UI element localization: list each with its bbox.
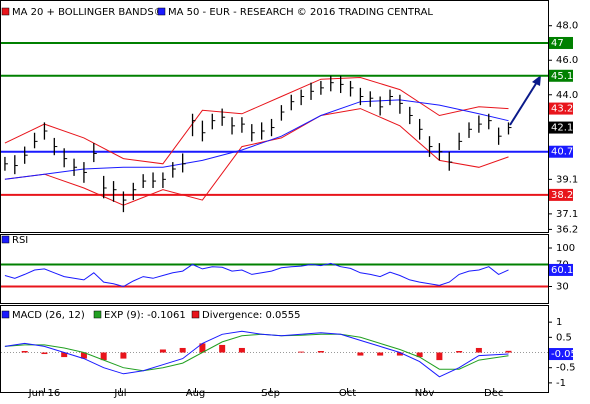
legend-swatch — [93, 310, 102, 319]
lower-band — [4, 108, 509, 206]
divergence-bar — [416, 352, 423, 358]
x-tick-label: Sep — [261, 388, 280, 399]
divergence-bar — [475, 347, 482, 353]
divergence-bar — [80, 352, 87, 359]
x-tick-label: Aug — [186, 388, 206, 399]
forecast-arrowhead — [532, 75, 541, 86]
forecast-arrow — [509, 81, 538, 126]
divergence-bar — [21, 351, 28, 353]
divergence-bar — [199, 343, 206, 353]
divergence-bar — [377, 352, 384, 356]
legend-label: MA 50 - EUR - RESEARCH © 2016 TRADING CE… — [168, 7, 433, 18]
x-tick-label: Jul — [113, 388, 126, 399]
y-tick-label: -0.5 — [556, 363, 576, 374]
divergence-bar — [61, 352, 68, 358]
level-box — [549, 36, 573, 49]
divergence-bar — [120, 352, 127, 359]
y-tick-label: 46.0 — [556, 55, 578, 66]
divergence-bar — [219, 344, 226, 353]
y-tick-label: 30 — [556, 282, 569, 293]
y-tick-label: -1 — [556, 378, 566, 389]
x-tick-label: Dec — [484, 388, 503, 399]
legend-label: MA 20 + BOLLINGER BANDS® — [12, 7, 164, 18]
level-label: 40.7 — [551, 147, 573, 158]
divergence-bar — [357, 352, 364, 356]
y-tick-label: 100 — [556, 243, 575, 254]
y-tick-label: 37.1 — [556, 209, 578, 220]
rsi-line — [4, 262, 509, 288]
divergence-bar — [298, 351, 305, 353]
divergence-bar — [41, 352, 48, 355]
divergence-bar — [238, 347, 245, 353]
level-label: 38.2 — [551, 190, 573, 201]
last-macd-box — [549, 348, 573, 361]
price-frame — [0, 0, 549, 233]
legend-swatch — [1, 310, 10, 319]
legend-swatch — [1, 7, 10, 16]
y-tick-label: 39.1 — [556, 174, 578, 185]
y-tick-label: 1 — [556, 317, 562, 328]
last-upper-label: 43.2 — [551, 104, 573, 115]
level-box — [549, 145, 573, 158]
macd-frame — [0, 305, 549, 393]
rsi-frame — [0, 234, 549, 304]
legend-swatch — [1, 235, 10, 244]
last-close-label: 42.1 — [551, 123, 573, 134]
macd-line — [4, 330, 509, 378]
legend-swatch — [157, 7, 166, 16]
divergence-bar — [179, 347, 186, 353]
legend-label: Divergence: 0.0555 — [202, 310, 301, 321]
legend-swatch — [191, 310, 200, 319]
level-label: 47 — [551, 38, 564, 49]
level-label: 45.1 — [551, 71, 573, 82]
y-tick-label: 36.2 — [556, 224, 578, 235]
divergence-bar — [436, 352, 443, 361]
legend-label: MACD (26, 12) — [12, 310, 85, 321]
legend-label: RSI — [12, 235, 28, 246]
divergence-bar — [396, 352, 403, 356]
x-tick-label: Nov — [415, 388, 435, 399]
divergence-bar — [505, 350, 512, 353]
signal-line — [4, 333, 509, 372]
x-tick-label: Oct — [339, 388, 356, 399]
legend-label: EXP (9): -0.1061 — [104, 310, 186, 321]
divergence-bar — [456, 351, 463, 353]
last-macd-label: -0.05 — [551, 349, 577, 360]
ma-line — [4, 99, 509, 180]
divergence-bar — [159, 349, 166, 353]
divergence-bar — [100, 352, 107, 361]
level-box — [549, 69, 573, 82]
last-rsi-box — [549, 263, 573, 276]
y-tick-label: 44.0 — [556, 90, 578, 101]
x-tick-label: Jun 16 — [28, 388, 61, 399]
last-close-box — [549, 121, 573, 134]
divergence-bar — [317, 351, 324, 353]
y-tick-label: 0.5 — [556, 332, 572, 343]
level-box — [549, 188, 573, 201]
last-upper-box — [549, 102, 573, 115]
upper-band — [4, 76, 509, 165]
last-rsi-label: 60.12 — [551, 265, 580, 276]
y-tick-label: 48.0 — [556, 21, 578, 32]
